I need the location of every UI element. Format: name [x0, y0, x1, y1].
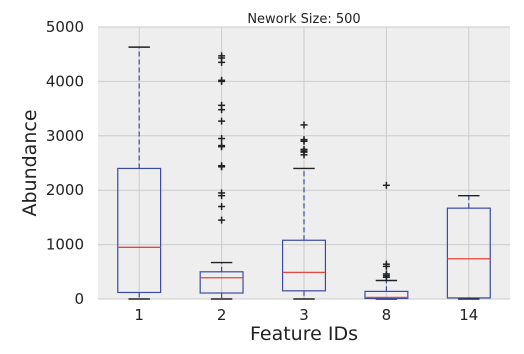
- flier-point: [218, 216, 226, 224]
- y-tick-label: 4000: [46, 72, 84, 90]
- y-tick-label: 3000: [46, 127, 84, 145]
- x-tick-label: 8: [382, 306, 392, 324]
- chart-title: Nework Size: 500: [247, 12, 360, 27]
- box-body: [446, 207, 491, 299]
- box-body: [364, 290, 409, 300]
- flier-point: [300, 145, 308, 153]
- flier-point: [382, 181, 390, 189]
- y-tick-labels: 0 1000 2000 3000 4000 5000: [46, 18, 84, 308]
- box-8: [364, 181, 409, 300]
- x-tick-label: 14: [459, 306, 478, 324]
- x-tick-label: 3: [299, 306, 309, 324]
- flier-point: [382, 260, 390, 268]
- x-tick-label: 2: [217, 306, 227, 324]
- box-body: [281, 239, 327, 292]
- y-tick-label: 2000: [46, 181, 84, 199]
- y-axis-label: Abundance: [19, 109, 41, 216]
- x-tick-labels: 1 2 3 8 14: [134, 306, 478, 324]
- flier-point: [382, 270, 390, 278]
- box-body: [117, 167, 162, 294]
- flier-point: [218, 189, 226, 197]
- box-1: [117, 46, 162, 300]
- flier-point: [218, 162, 226, 170]
- x-axis-label: Feature IDs: [250, 323, 358, 345]
- flier-point: [218, 101, 226, 109]
- flier-point: [218, 117, 226, 125]
- y-tick-label: 5000: [46, 18, 84, 36]
- flier-point: [300, 136, 308, 144]
- flier-point: [218, 52, 226, 60]
- y-tick-label: 1000: [46, 236, 84, 254]
- box-3: [281, 121, 327, 300]
- box-14: [446, 194, 491, 300]
- flier-point: [218, 76, 226, 84]
- box-2: [199, 52, 244, 300]
- box-body: [199, 271, 244, 294]
- boxes: [117, 46, 491, 300]
- x-tick-label: 1: [134, 306, 144, 324]
- flier-point: [300, 121, 308, 129]
- flier-point: [218, 203, 226, 211]
- flier-point: [218, 135, 226, 143]
- y-tick-label: 0: [74, 290, 84, 308]
- flier-point: [218, 142, 226, 150]
